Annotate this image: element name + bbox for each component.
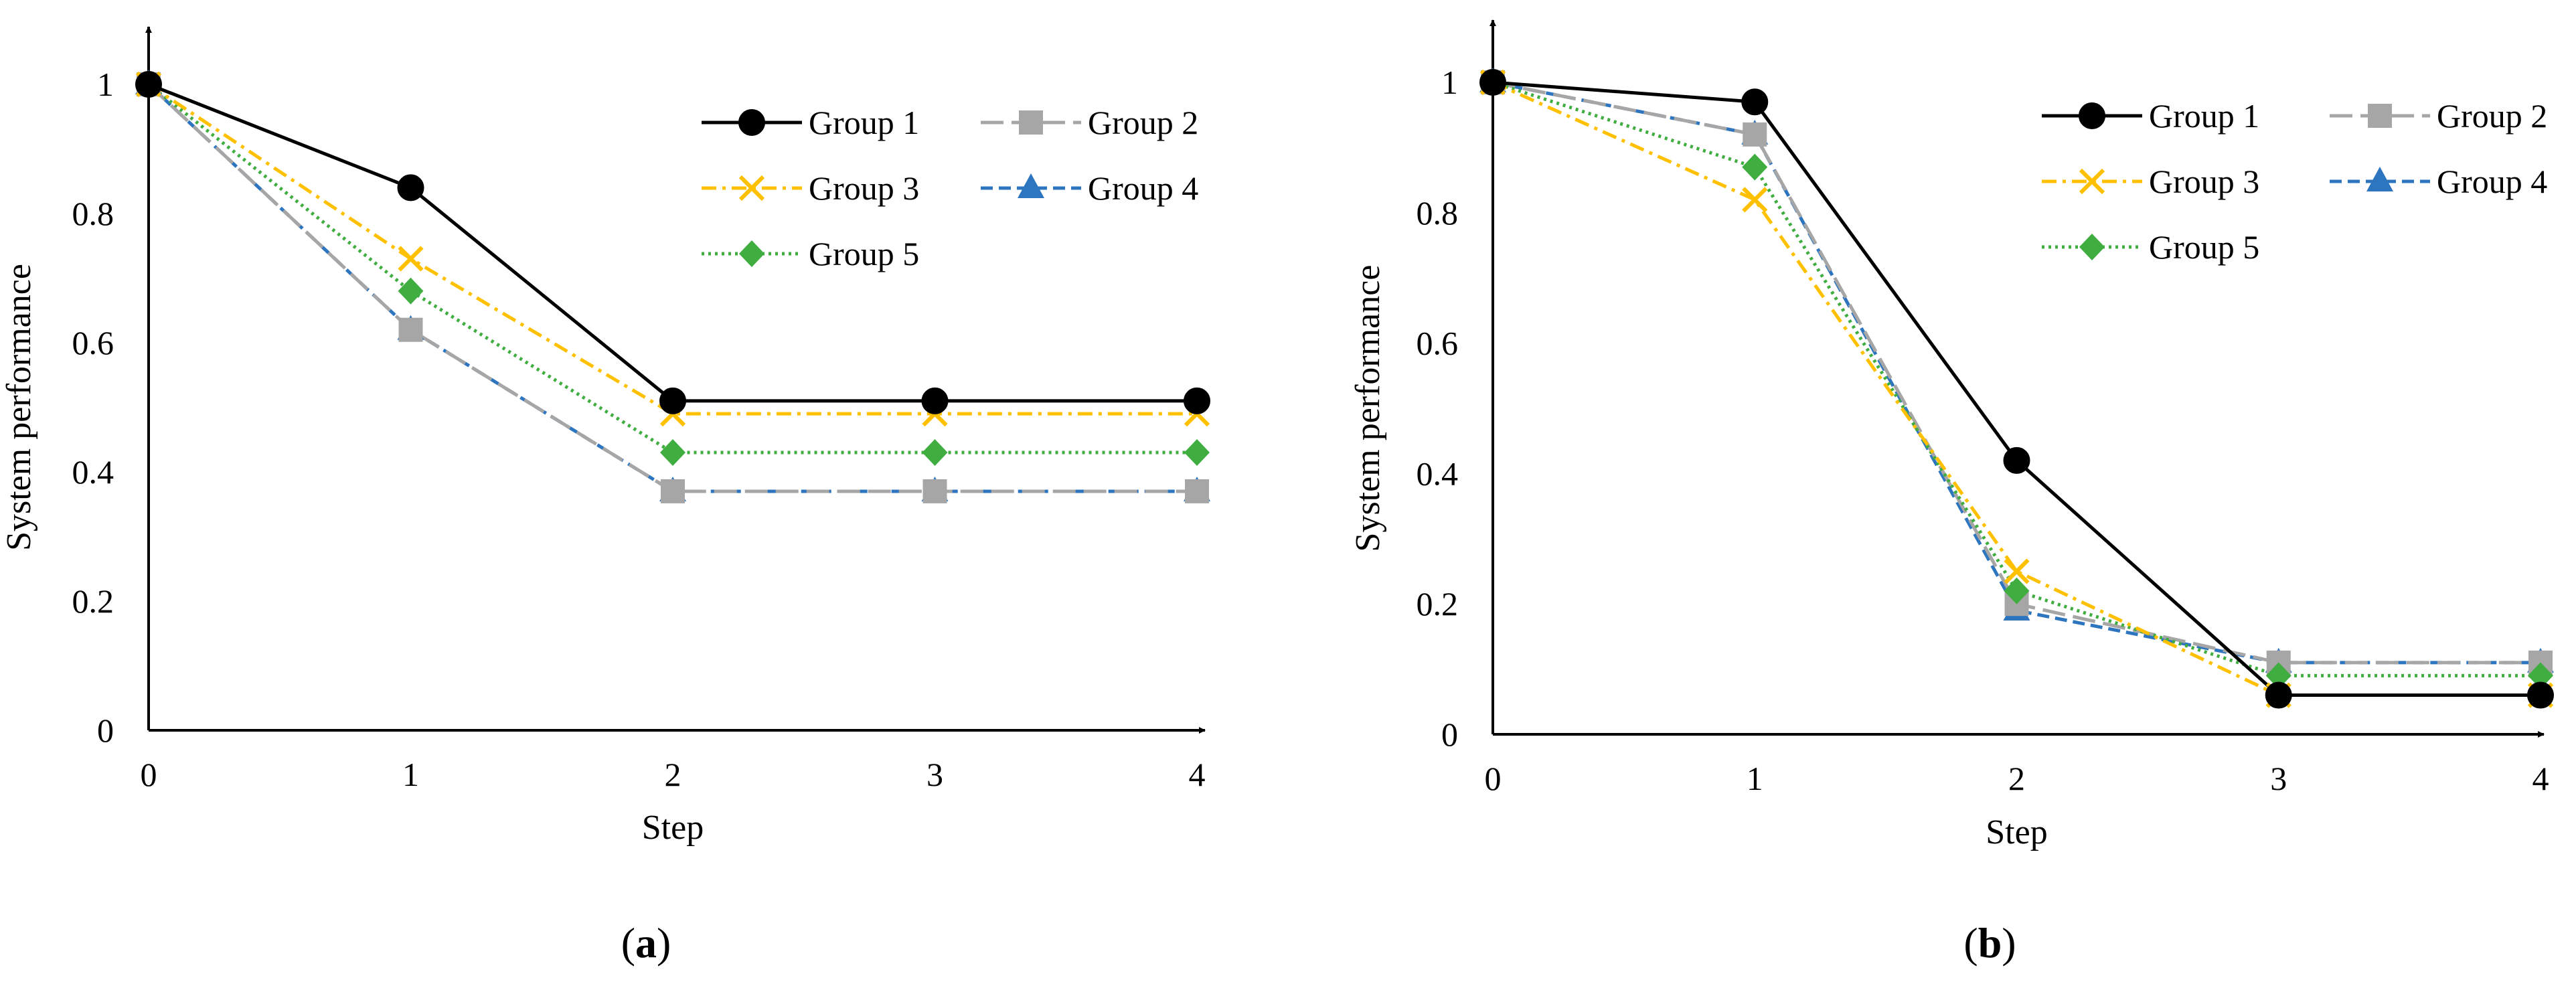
data-point-group-1	[2265, 681, 2292, 709]
legend-marker-group-2	[1019, 110, 1043, 135]
legend-label: Group 4	[2437, 163, 2547, 200]
data-point-group-5	[1742, 153, 1768, 181]
x-tick-label: 4	[2532, 760, 2549, 797]
x-axis-label: Step	[1986, 813, 2047, 851]
y-tick-label: 1	[1441, 64, 1458, 101]
chart-panel-b: 0 0.2 0.4 0.6 0.8 1 0 1 2 3 4 Step System performanc…	[1349, 19, 2554, 967]
panel-label: (b)	[1963, 919, 2016, 967]
legend-marker-group-3	[738, 175, 765, 201]
panel-label: (a)	[621, 919, 671, 967]
data-point-group-1	[2003, 446, 2030, 474]
y-tick-label: 0.2	[1417, 585, 1459, 623]
chart-panel-a: 0 0.2 0.4 0.6 0.8 1 0 1 2 3 4 Step System performanc…	[0, 26, 1210, 967]
legend-label: Group 5	[809, 235, 919, 272]
legend-marker-group-4	[1018, 173, 1044, 198]
y-axis-label: System performance	[0, 264, 38, 551]
y-tick-label: 0.8	[72, 195, 114, 232]
data-point-group-1	[1741, 88, 1769, 116]
x-tick-label: 4	[1189, 756, 1206, 793]
y-tick-label: 0.6	[1417, 325, 1459, 362]
x-tick-label: 1	[402, 756, 419, 793]
x-tick-label: 3	[927, 756, 943, 793]
legend-label: Group 1	[809, 104, 919, 141]
y-tick-label: 0	[97, 712, 114, 749]
data-point-group-5	[1184, 439, 1210, 467]
data-point-group-5	[2528, 662, 2553, 689]
y-tick-label: 0.4	[1417, 455, 1459, 492]
data-point-group-1	[1479, 69, 1506, 96]
data-point-group-3	[1742, 187, 1768, 213]
legend-label: Group 1	[2149, 97, 2259, 135]
data-point-group-2	[398, 317, 423, 342]
x-axis-label: Step	[642, 809, 704, 847]
x-tick-label: 2	[665, 756, 681, 793]
series-line-group-3	[147, 82, 1197, 416]
legend-label: Group 4	[1088, 169, 1198, 207]
legend-label: Group 5	[2149, 228, 2259, 266]
data-point-group-2	[922, 479, 947, 503]
data-point-group-2	[661, 479, 685, 503]
data-point-group-2	[1743, 122, 1767, 147]
data-point-group-1	[921, 387, 949, 414]
data-point-group-5	[398, 277, 424, 305]
legend-marker-group-2	[2368, 104, 2392, 128]
legend-label: Group 3	[2149, 163, 2259, 200]
legend-marker-group-5	[739, 240, 764, 267]
data-point-group-5	[2265, 662, 2291, 689]
y-tick-label: 0.4	[72, 453, 114, 491]
legend-marker-group-5	[2079, 234, 2105, 260]
y-tick-label: 0	[1441, 716, 1458, 753]
series-line-group-2	[1492, 80, 2541, 665]
data-point-group-1	[135, 71, 162, 98]
series-line-group-5	[147, 83, 1197, 455]
data-point-group-3	[2004, 558, 2030, 584]
data-point-group-3	[398, 246, 424, 272]
legend-marker-group-1	[2079, 102, 2105, 129]
legend-label: Group 2	[1088, 104, 1198, 141]
x-tick-label: 0	[1485, 760, 1502, 797]
legend-marker-group-1	[738, 109, 765, 136]
y-tick-label: 0.2	[72, 582, 114, 620]
data-point-group-1	[2527, 681, 2554, 709]
x-tick-label: 3	[2270, 760, 2287, 797]
data-point-group-5	[660, 439, 686, 467]
series-line-group-4	[1492, 80, 2541, 665]
x-tick-label: 0	[141, 756, 157, 793]
x-tick-label: 2	[2008, 760, 2025, 797]
y-tick-label: 1	[97, 66, 114, 103]
y-tick-label: 0.8	[1417, 194, 1459, 232]
data-point-group-1	[659, 387, 686, 414]
y-axis-label: System performance	[1349, 265, 1387, 552]
data-point-group-2	[1185, 479, 1209, 503]
data-point-group-5	[922, 439, 948, 467]
data-point-group-1	[397, 174, 424, 201]
data-point-group-5	[2004, 577, 2030, 604]
legend-marker-group-4	[2366, 167, 2393, 191]
legend-label: Group 2	[2437, 97, 2547, 135]
data-point-group-1	[1184, 387, 1210, 414]
legend-marker-group-3	[2079, 168, 2105, 195]
x-tick-label: 1	[1747, 760, 1763, 797]
legend-label: Group 3	[809, 169, 919, 207]
y-tick-label: 0.6	[72, 324, 114, 361]
